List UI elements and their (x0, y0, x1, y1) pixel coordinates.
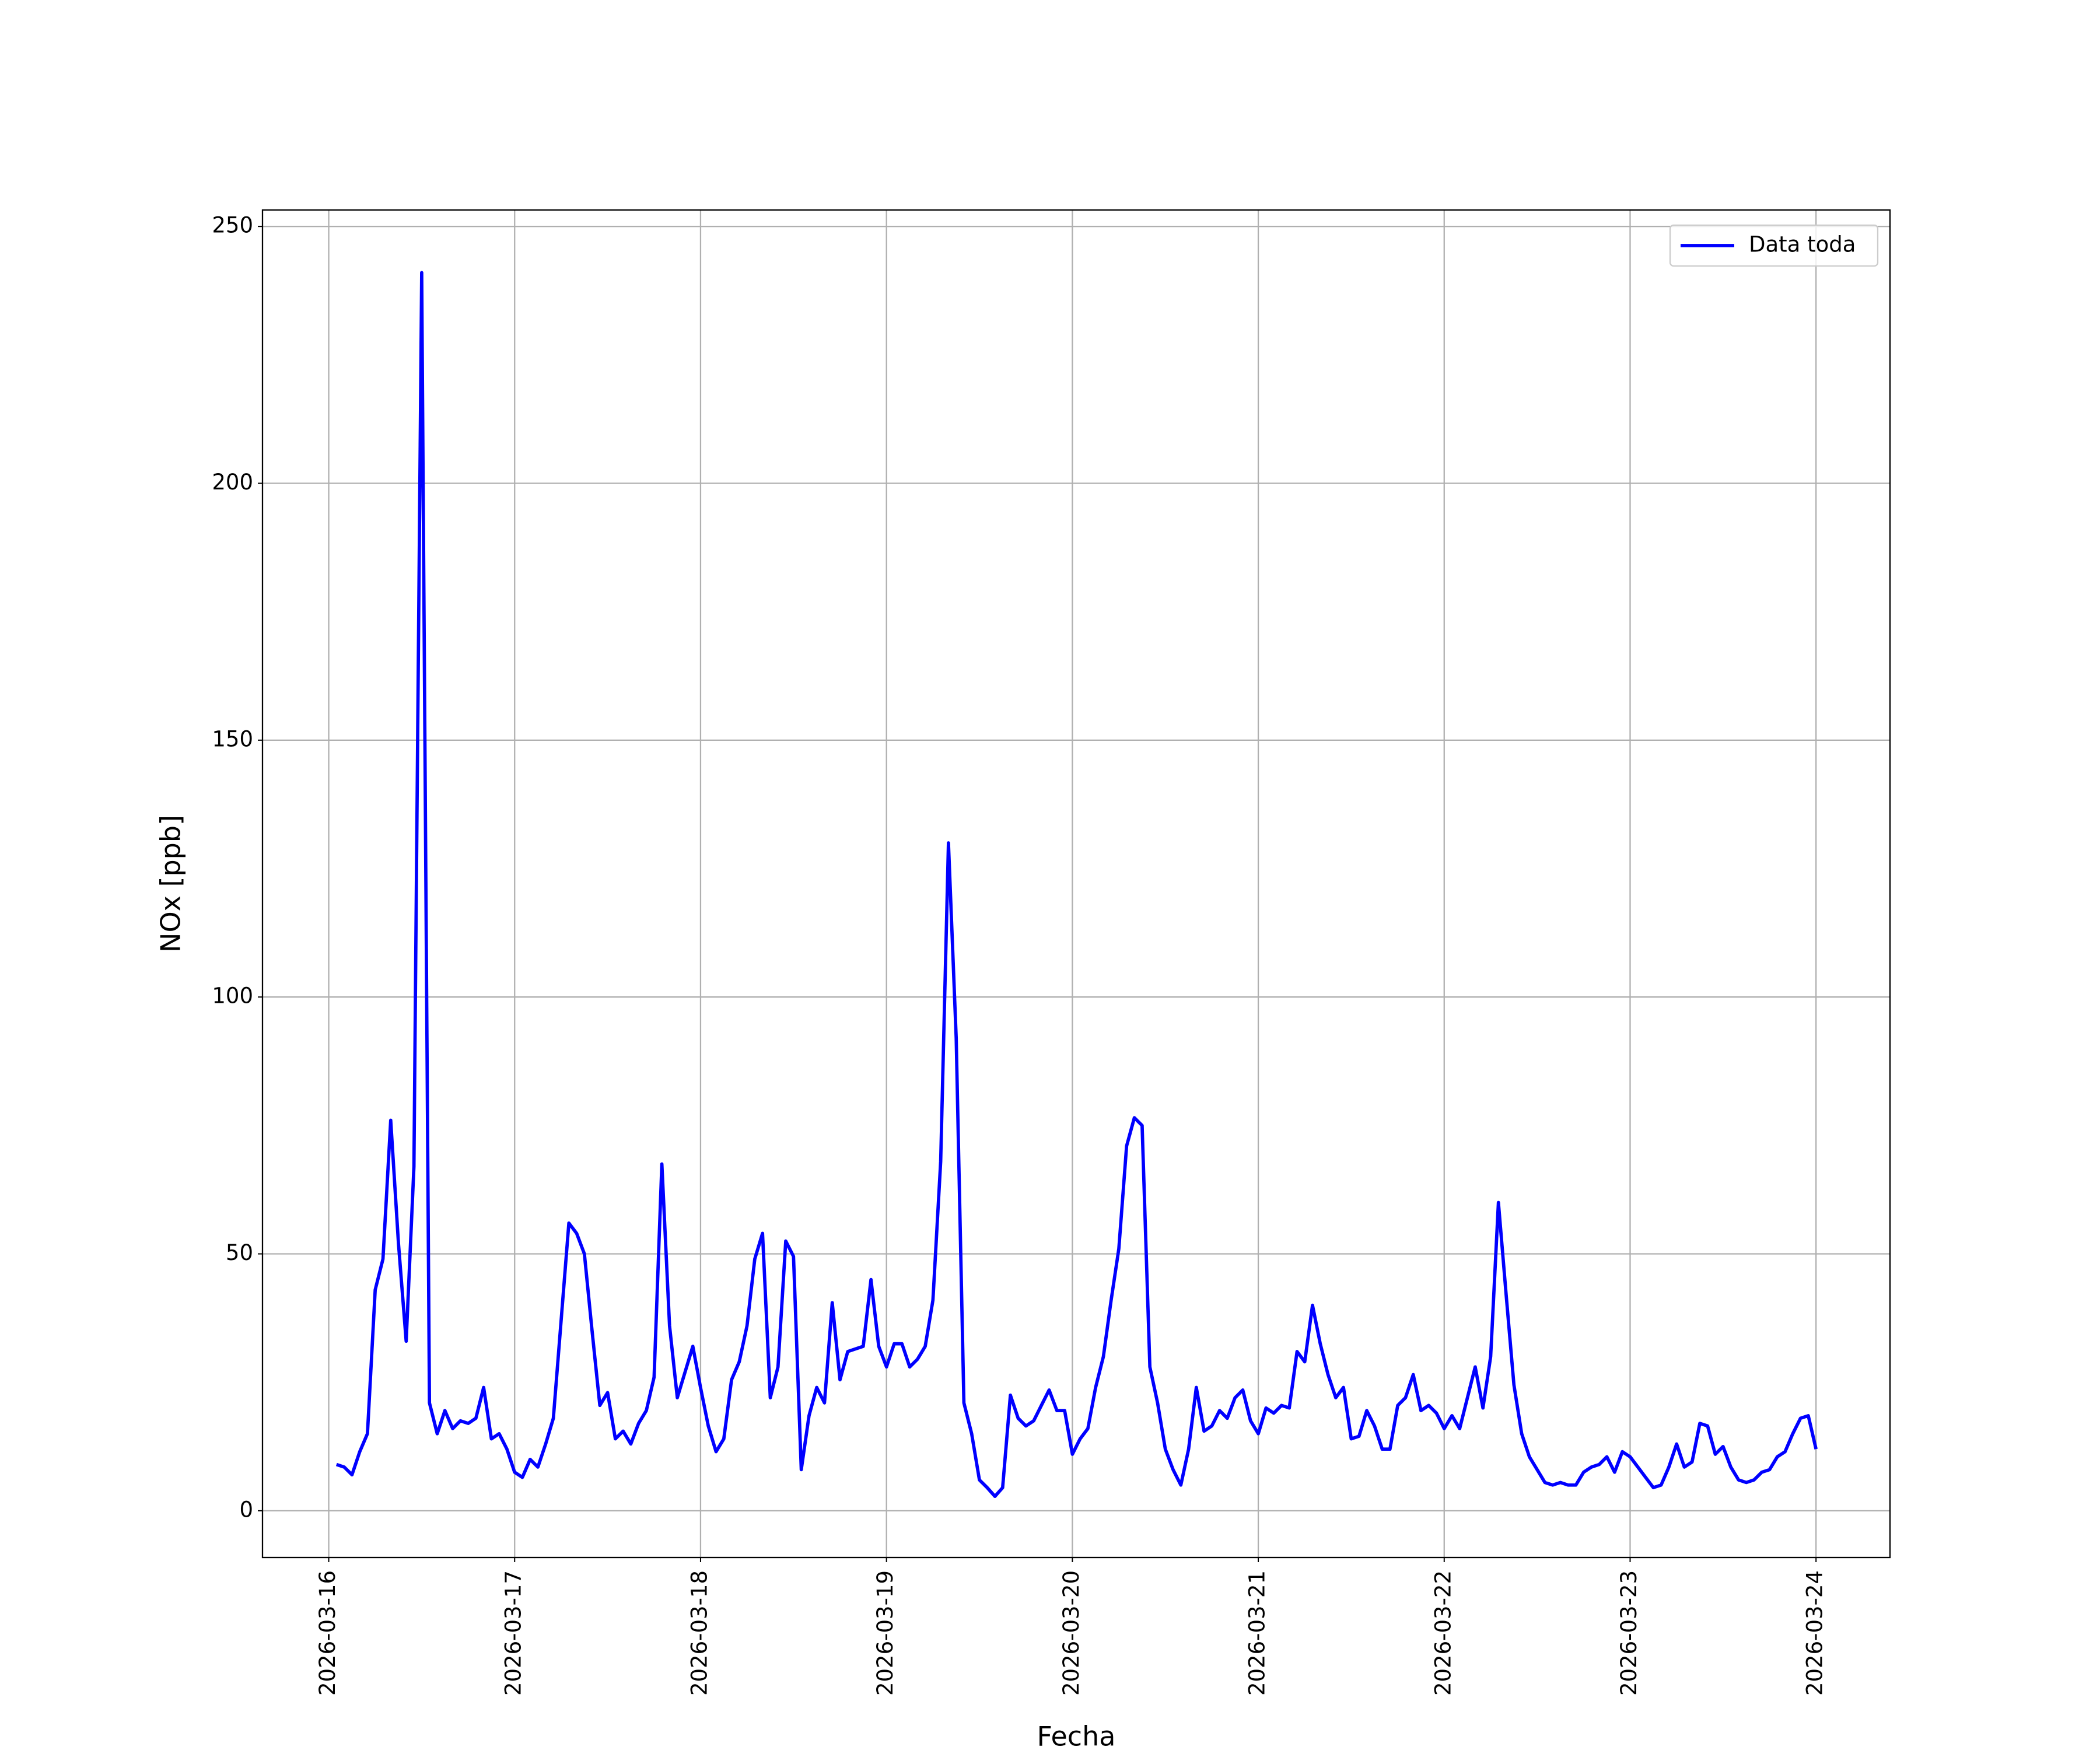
y-tick-label: 50 (226, 1240, 253, 1265)
x-tick-label: 2026-03-19 (873, 1570, 898, 1696)
x-tick-label: 2026-03-18 (687, 1570, 712, 1696)
y-axis-label: NOx [ppb] (155, 815, 187, 953)
plot-frame (261, 209, 1891, 1559)
y-tick-label: 150 (212, 726, 253, 751)
x-tick-label: 2026-03-21 (1245, 1570, 1270, 1696)
x-tick-label: 2026-03-24 (1803, 1570, 1828, 1696)
x-axis-label: Fecha (1037, 1721, 1116, 1750)
y-tick-label: 250 (212, 213, 253, 238)
x-tick-label: 2026-03-20 (1059, 1570, 1084, 1696)
x-tick-label: 2026-03-23 (1616, 1570, 1642, 1696)
legend: Data toda (1669, 224, 1879, 267)
y-tick-label: 200 (212, 470, 253, 495)
legend-label: Data toda (1749, 232, 1856, 257)
data-line (335, 271, 1818, 1499)
x-tick-label: 2026-03-17 (501, 1570, 526, 1696)
legend-box (1669, 224, 1879, 267)
y-tick-label: 0 (239, 1497, 253, 1522)
y-tick-label: 100 (212, 984, 253, 1009)
x-tick-label: 2026-03-16 (315, 1570, 340, 1696)
x-tick-label: 2026-03-22 (1430, 1570, 1455, 1696)
